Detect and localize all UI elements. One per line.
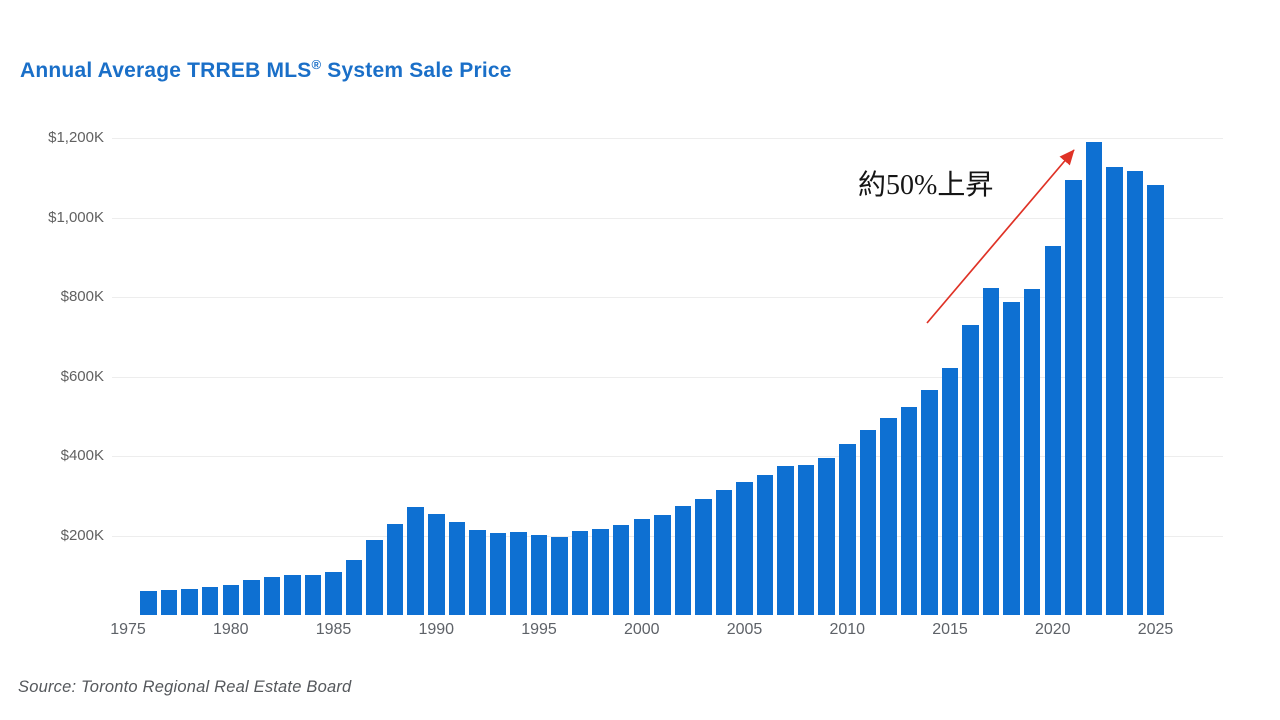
bar-1995 (530, 534, 548, 616)
bar-2002 (674, 505, 692, 616)
bar-2021 (1065, 179, 1082, 616)
y-tick-label: $1,000K (48, 208, 104, 226)
bar-1994 (510, 532, 527, 616)
bar-2025 (1147, 185, 1164, 616)
bar-1979 (201, 587, 219, 616)
bar-2006 (756, 475, 774, 616)
x-tick-label: 1985 (315, 621, 352, 638)
gridline-$600K (112, 376, 1223, 378)
x-tick-label: 1995 (521, 621, 557, 638)
bar-1999 (612, 524, 630, 616)
gridline-$1,000K (112, 217, 1223, 219)
bar-2010 (839, 443, 856, 616)
bar-1989 (407, 506, 424, 616)
x-tick-label: 2005 (726, 621, 763, 638)
gridline-$1,200K (112, 137, 1223, 139)
bar-1985 (325, 572, 342, 616)
bar-2003 (695, 498, 712, 616)
x-tick-label: 2000 (623, 621, 660, 638)
bar-1978 (181, 588, 198, 616)
x-tick-label: 2020 (1034, 621, 1071, 638)
annotation-label: 約50%上昇 (858, 170, 994, 201)
y-tick-label: $600K (60, 367, 104, 385)
bar-1997 (571, 531, 589, 616)
y-tick-label: $1,200K (48, 128, 104, 146)
bar-1983 (284, 575, 301, 616)
bar-1988 (386, 524, 404, 616)
bar-2019 (1023, 289, 1041, 616)
x-tick-label: 1980 (212, 621, 249, 638)
bar-2012 (880, 417, 897, 616)
bar-1984 (304, 574, 322, 616)
bar-1998 (592, 529, 609, 616)
bar-2018 (1003, 302, 1020, 616)
source-caption: Source: Toronto Regional Real Estate Boa… (18, 678, 352, 696)
gridline-$800K (112, 297, 1223, 299)
bar-2023 (1106, 167, 1123, 616)
title-text-1: Annual Average TRREB MLS (20, 59, 312, 82)
bar-1986 (345, 560, 363, 616)
bar-2015 (941, 367, 959, 616)
bar-2007 (777, 465, 794, 616)
bar-1981 (243, 579, 260, 616)
bar-2016 (962, 325, 979, 616)
bar-2011 (859, 430, 877, 616)
bar-2020 (1044, 245, 1061, 616)
bar-1977 (160, 589, 178, 616)
chart-title: Annual Average TRREB MLS® System Sale Pr… (20, 57, 512, 83)
bar-2001 (654, 515, 671, 616)
bar-1987 (366, 540, 383, 616)
bar-2008 (797, 464, 815, 616)
y-tick-label: $400K (60, 447, 104, 465)
x-tick-label: 2015 (932, 621, 968, 638)
bar-2009 (818, 458, 835, 616)
gridline-$400K (112, 456, 1223, 458)
bar-2014 (921, 390, 938, 616)
x-tick-label: 1975 (110, 621, 146, 638)
bar-1996 (551, 536, 568, 616)
bar-2004 (715, 490, 733, 616)
x-tick-label: 2025 (1137, 621, 1174, 638)
bar-1980 (222, 585, 239, 616)
x-tick-label: 1990 (418, 621, 455, 638)
bar-1990 (428, 514, 445, 616)
bar-2024 (1126, 170, 1144, 616)
bar-2022 (1085, 141, 1103, 616)
bar-2017 (982, 288, 1000, 616)
bar-1993 (489, 533, 507, 616)
y-tick-label: $800K (60, 288, 104, 306)
bar-2013 (900, 407, 918, 616)
bar-2000 (633, 518, 650, 616)
title-text-2: System Sale Price (321, 59, 512, 82)
y-tick-label: $200K (60, 526, 104, 544)
bar-1982 (263, 577, 281, 616)
bar-1976 (140, 591, 157, 616)
bar-1991 (448, 522, 466, 616)
x-tick-label: 2010 (829, 621, 866, 638)
registered-trademark-icon: ® (311, 57, 322, 72)
bar-1992 (469, 529, 486, 616)
bar-2005 (736, 481, 753, 616)
